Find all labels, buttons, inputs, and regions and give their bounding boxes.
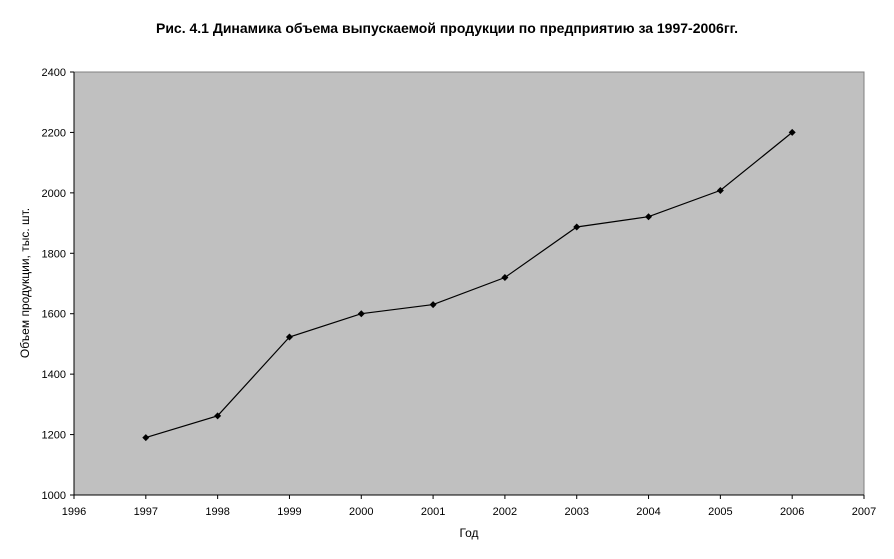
- y-tick-label: 1200: [42, 430, 66, 442]
- x-tick-label: 2003: [564, 506, 588, 518]
- x-axis-label: Год: [459, 526, 478, 540]
- data-point: [285, 333, 293, 341]
- y-tick-label: 2400: [42, 67, 66, 79]
- series-layer: [142, 128, 796, 442]
- plot-area: [73, 71, 865, 496]
- data-point: [573, 223, 581, 231]
- x-tick-label: 2007: [852, 506, 876, 518]
- x-axis: 1996 1997 1998 1999 2000 2001 2002 2003 2004 2005…: [62, 494, 876, 518]
- data-point: [501, 273, 509, 281]
- x-tick-label: 2000: [349, 506, 373, 518]
- x-tick-label: 2004: [636, 506, 660, 518]
- series-line: [145, 131, 793, 439]
- x-tick-label: 2005: [708, 506, 732, 518]
- y-tick-label: 2000: [42, 188, 66, 200]
- x-tick-label: 1996: [62, 506, 86, 518]
- data-point: [214, 412, 222, 420]
- y-tick-label: 2200: [42, 127, 66, 139]
- x-tick-label: 1998: [205, 506, 229, 518]
- y-tick-label: 1400: [42, 369, 66, 381]
- data-point: [716, 186, 724, 194]
- chart-title: Рис. 4.1 Динамика объема выпускаемой про…: [156, 20, 738, 36]
- x-tick-label: 2001: [421, 506, 445, 518]
- x-tick-label: 2006: [780, 506, 804, 518]
- y-tick-label: 1000: [42, 490, 66, 502]
- y-tick-label: 1600: [42, 309, 66, 321]
- data-point: [142, 434, 150, 442]
- x-tick-label: 2002: [493, 506, 517, 518]
- data-point: [645, 213, 653, 221]
- data-point: [788, 128, 796, 136]
- y-axis-label: Объем продукции, тыс. шт.: [18, 208, 32, 358]
- x-tick-label: 1999: [277, 506, 301, 518]
- data-point: [357, 310, 365, 318]
- y-axis: 1000 1200 1400 1600 1800 2000 2200 2400: [42, 67, 75, 502]
- x-tick-label: 1997: [134, 506, 158, 518]
- y-tick-label: 1800: [42, 248, 66, 260]
- data-point: [429, 301, 437, 309]
